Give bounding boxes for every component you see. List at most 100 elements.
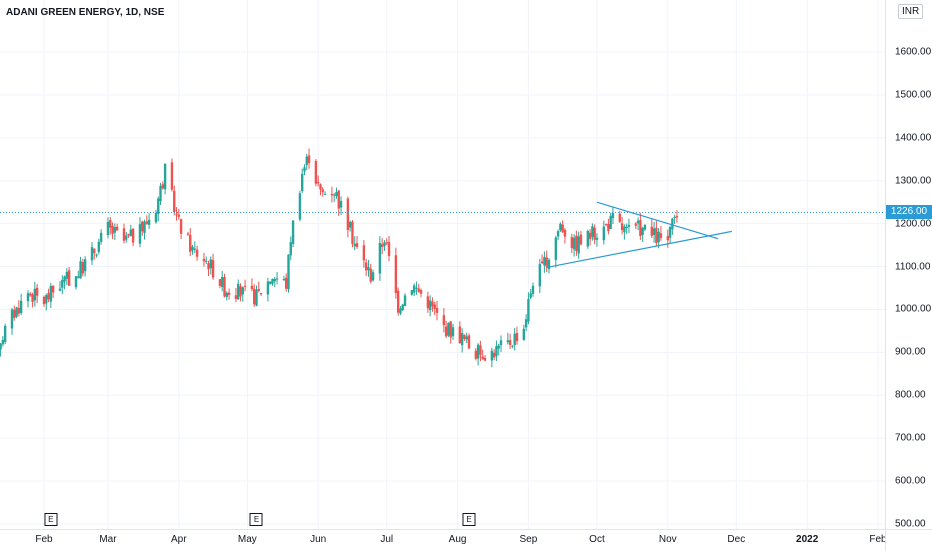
candle-body: [3, 326, 7, 342]
candle-up: [641, 226, 644, 243]
candle-down: [351, 220, 354, 248]
candle-up: [367, 259, 370, 277]
candle-body: [511, 345, 514, 347]
earnings-marker[interactable]: E: [249, 513, 263, 526]
candle-down: [666, 229, 669, 248]
candle-body: [65, 271, 69, 279]
candle-down: [29, 292, 32, 297]
candle-body: [508, 340, 512, 345]
candle-up: [255, 285, 258, 307]
candle-down: [419, 288, 423, 298]
candle-up: [543, 251, 546, 273]
candle-body: [287, 254, 290, 290]
candle-body: [97, 241, 101, 253]
time-axis-label: May: [237, 534, 257, 545]
candle-down: [250, 278, 254, 292]
candle-down: [639, 212, 642, 241]
candle-body: [129, 229, 133, 236]
candle-up: [671, 217, 674, 235]
candle-body: [492, 352, 496, 358]
candle-up: [353, 236, 356, 251]
candle-body: [666, 235, 669, 241]
candle-down: [394, 247, 398, 299]
trendline-drawings[interactable]: [546, 201, 732, 268]
candle-up: [300, 168, 304, 194]
candle-up: [511, 344, 514, 349]
price-axis-label: 700.00: [895, 432, 926, 444]
candle-up: [524, 314, 528, 332]
candle-body: [227, 292, 231, 295]
candle-down: [355, 236, 359, 249]
candle-up: [531, 282, 535, 297]
candle-down: [561, 220, 564, 233]
candle-up: [499, 335, 503, 352]
candle-up: [241, 286, 244, 302]
candle-body: [595, 237, 599, 240]
candle-body: [307, 155, 311, 163]
price-axis[interactable]: 1600.00 1500.00 1400.00 1300.00 1200.00 1100.…: [885, 0, 932, 530]
candle-body: [175, 213, 178, 215]
candle-down: [127, 233, 130, 238]
candle-body: [193, 248, 197, 250]
candle-body: [531, 285, 535, 294]
price-axis-label: 1500.00: [895, 89, 932, 101]
time-axis[interactable]: Feb Mar Apr May Jun Jul Aug Sep Oct Nov Dec 2022 Feb: [0, 529, 887, 551]
candle-body: [177, 214, 181, 217]
candle-up: [410, 289, 414, 296]
candle-body: [335, 192, 338, 197]
candle-body: [19, 300, 23, 313]
currency-button[interactable]: INR: [898, 4, 924, 19]
price-chart[interactable]: [0, 0, 885, 529]
earnings-marker[interactable]: E: [44, 513, 58, 526]
candle-body: [58, 288, 62, 291]
candle-down: [337, 189, 340, 217]
candle-up: [77, 270, 80, 279]
candle-up: [451, 323, 455, 340]
candle-up: [205, 256, 208, 265]
candle-body: [0, 343, 2, 350]
candle-up: [383, 240, 386, 251]
candle-up: [303, 164, 306, 176]
candle-body: [433, 304, 436, 309]
trendline[interactable]: [596, 201, 719, 240]
chart-area[interactable]: ADANI GREEN ENERGY, 1D, NSE E E E: [0, 0, 885, 529]
candle-down: [207, 260, 210, 277]
candle-body: [170, 162, 174, 190]
candle-down: [604, 223, 608, 227]
candle-up: [627, 218, 631, 234]
candle-up: [26, 290, 30, 308]
candle-down: [634, 222, 637, 230]
candle-body: [396, 290, 400, 313]
candle-up: [237, 279, 240, 300]
candle-up: [513, 328, 516, 351]
candle-body: [465, 336, 468, 340]
candle-body: [474, 350, 478, 359]
candle-body: [636, 220, 640, 224]
candle-up: [61, 275, 64, 295]
candle-down: [111, 222, 114, 239]
candle-body: [591, 226, 594, 237]
candle-up: [554, 235, 558, 268]
candle-body: [179, 219, 183, 234]
candle-body: [385, 242, 388, 244]
candle-down: [449, 320, 452, 344]
trendline[interactable]: [546, 230, 732, 268]
candle-down: [463, 334, 466, 341]
candle-body: [154, 213, 158, 223]
candle-down: [253, 284, 256, 307]
candle-down: [362, 240, 366, 268]
candle-body: [237, 283, 240, 300]
time-axis-label: Feb: [35, 534, 53, 545]
candle-up: [403, 293, 407, 307]
candle-body: [586, 230, 590, 247]
candle-body: [620, 223, 624, 231]
candle-body: [444, 326, 448, 337]
candle-body: [106, 221, 110, 236]
earnings-marker[interactable]: E: [462, 513, 476, 526]
candle-up: [63, 275, 66, 290]
candle-down: [177, 208, 181, 220]
candle-body: [266, 281, 270, 295]
candle-up: [339, 196, 343, 215]
candle-down: [42, 295, 46, 307]
candle-down: [227, 288, 231, 300]
